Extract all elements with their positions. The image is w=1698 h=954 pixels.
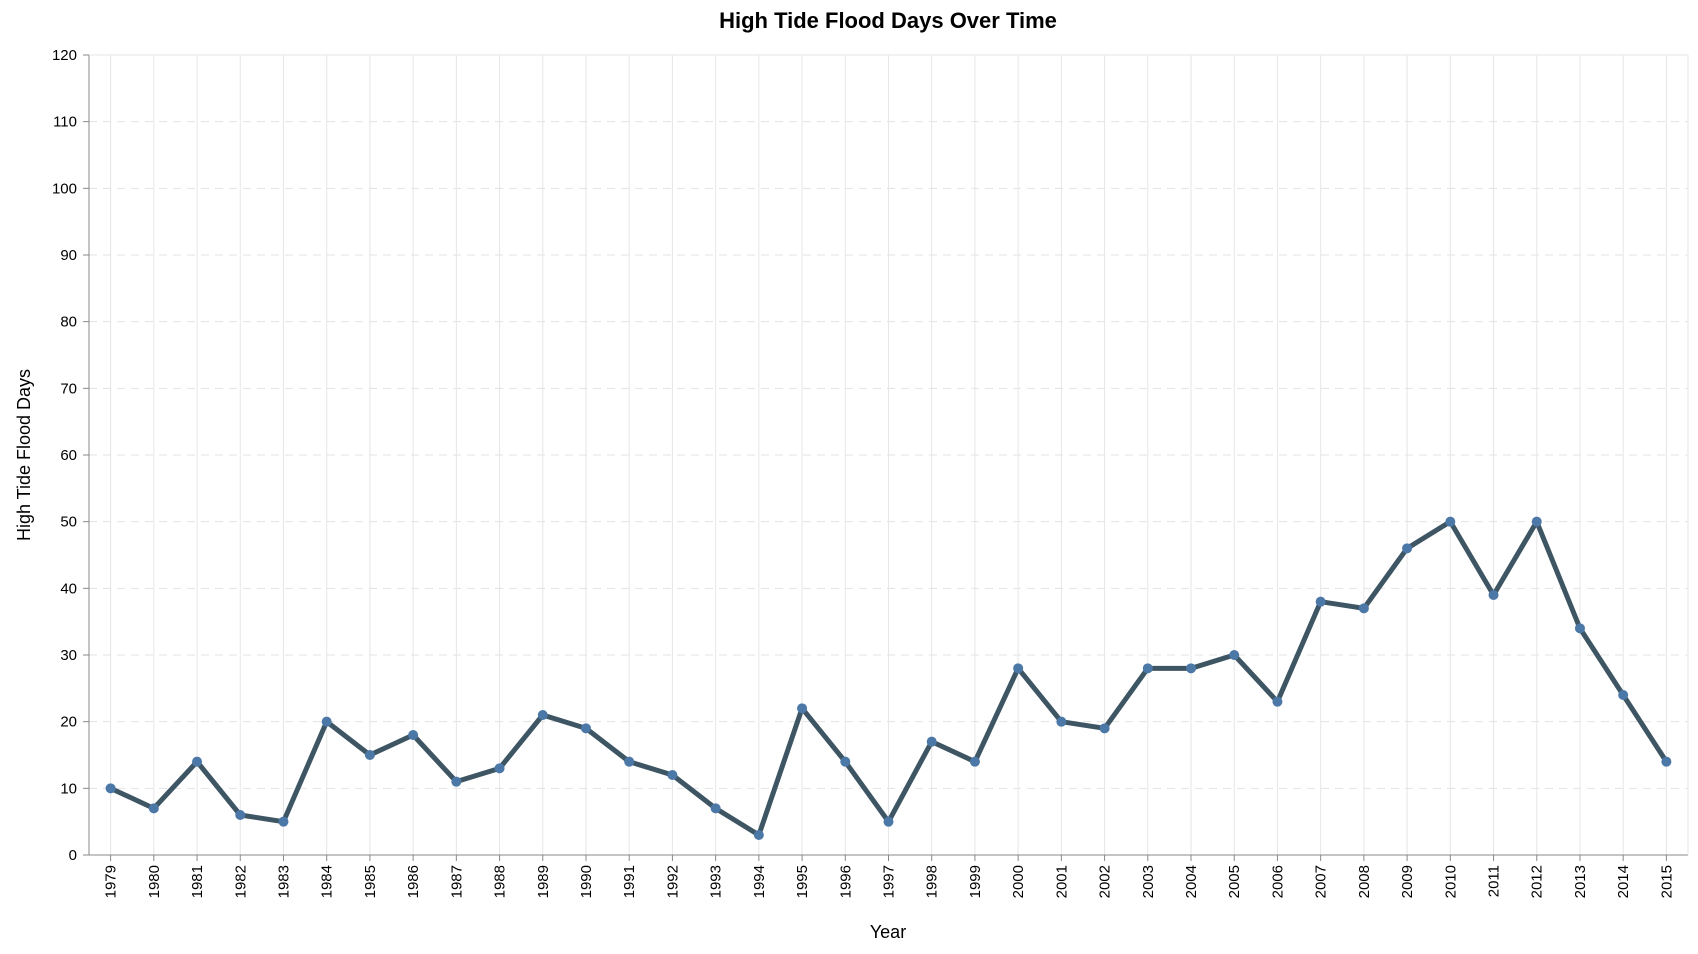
x-tick-label: 2004	[1183, 865, 1200, 898]
x-tick-label: 1993	[708, 865, 725, 898]
y-tick-label: 110	[53, 114, 77, 131]
data-point[interactable]	[1445, 516, 1456, 527]
data-point[interactable]	[1272, 696, 1283, 707]
data-point[interactable]	[797, 703, 808, 714]
x-tick-label: 2007	[1313, 865, 1330, 898]
x-tick-label: 1983	[275, 865, 292, 898]
y-tick-label: 90	[60, 247, 77, 264]
data-point[interactable]	[1574, 623, 1585, 634]
x-tick-label: 2012	[1529, 865, 1546, 898]
data-point[interactable]	[1142, 663, 1153, 674]
x-tick-label: 2002	[1097, 865, 1114, 898]
y-tick-label: 100	[52, 180, 77, 197]
data-point[interactable]	[840, 756, 851, 767]
data-point[interactable]	[105, 783, 116, 794]
x-axis-title: Year	[870, 922, 906, 942]
x-tick-label: 1982	[232, 865, 249, 898]
y-tick-label: 120	[52, 47, 77, 64]
y-tick-label: 10	[60, 780, 77, 797]
data-point[interactable]	[1229, 650, 1240, 660]
y-tick-label: 30	[60, 647, 77, 664]
x-axis: 1979 1980 1981 1982 1983 1984 1985 1986 1987 1988…	[103, 855, 1675, 898]
data-point[interactable]	[494, 763, 505, 774]
data-point[interactable]	[926, 736, 937, 747]
chart-title: High Tide Flood Days Over Time	[719, 8, 1057, 33]
data-point[interactable]	[883, 816, 894, 827]
x-tick-label: 2010	[1442, 865, 1459, 898]
x-tick-label: 2013	[1572, 865, 1589, 898]
x-tick-label: 2014	[1615, 865, 1632, 898]
data-point[interactable]	[1488, 590, 1499, 600]
data-point[interactable]	[753, 830, 764, 840]
data-point[interactable]	[1056, 716, 1067, 727]
x-tick-label: 1997	[881, 865, 898, 898]
x-tick-label: 2001	[1053, 865, 1070, 898]
x-tick-label: 1994	[751, 865, 768, 898]
data-point[interactable]	[667, 770, 678, 780]
series	[105, 516, 1672, 840]
data-point[interactable]	[1402, 543, 1413, 554]
x-tick-label: 2003	[1140, 865, 1157, 898]
x-tick-label: 1998	[924, 865, 941, 898]
x-tick-label: 1980	[146, 865, 163, 898]
data-point[interactable]	[148, 803, 159, 814]
y-tick-label: 50	[60, 514, 77, 531]
x-tick-label: 1987	[448, 865, 465, 898]
y-tick-label: 20	[60, 714, 77, 731]
data-point[interactable]	[1315, 596, 1326, 607]
x-tick-label: 2008	[1356, 865, 1373, 898]
data-point[interactable]	[969, 756, 980, 767]
y-axis: 0 10 20 30 40 50 60 70 80 90 100 110 120	[52, 47, 89, 864]
data-point[interactable]	[1186, 663, 1197, 674]
x-tick-label: 2000	[1010, 865, 1027, 898]
x-tick-label: 2015	[1658, 865, 1675, 898]
x-tick-label: 2011	[1486, 865, 1503, 897]
data-point[interactable]	[192, 756, 203, 767]
data-point[interactable]	[580, 723, 591, 734]
x-tick-label: 1996	[837, 865, 854, 898]
data-point[interactable]	[364, 750, 375, 760]
y-axis-title: High Tide Flood Days	[14, 369, 34, 541]
data-point[interactable]	[408, 730, 419, 740]
data-point[interactable]	[1661, 756, 1672, 767]
x-tick-label: 2009	[1399, 865, 1416, 898]
x-tick-label: 1988	[492, 865, 509, 898]
x-tick-label: 1999	[967, 865, 984, 898]
y-tick-label: 70	[60, 380, 77, 397]
x-tick-label: 1990	[578, 865, 595, 898]
x-tick-label: 1984	[319, 865, 336, 898]
data-point[interactable]	[1358, 603, 1369, 614]
data-point[interactable]	[1099, 723, 1110, 734]
y-tick-label: 0	[69, 847, 77, 864]
data-point[interactable]	[537, 710, 548, 720]
x-tick-label: 2006	[1269, 865, 1286, 898]
data-point[interactable]	[451, 776, 462, 787]
data-point[interactable]	[235, 810, 246, 820]
x-tick-label: 1992	[664, 865, 681, 898]
y-tick-label: 60	[60, 447, 77, 464]
data-point[interactable]	[710, 803, 721, 814]
data-point[interactable]	[1013, 663, 1024, 674]
y-tick-label: 80	[60, 314, 77, 331]
x-tick-label: 1986	[405, 865, 422, 898]
x-tick-label: 1981	[189, 865, 206, 898]
x-tick-label: 1985	[362, 865, 379, 898]
data-point[interactable]	[624, 756, 635, 767]
x-tick-label: 2005	[1226, 865, 1243, 898]
x-tick-label: 1989	[535, 865, 552, 898]
data-point[interactable]	[1531, 516, 1542, 527]
data-point[interactable]	[321, 716, 332, 727]
data-point[interactable]	[278, 816, 289, 827]
x-tick-label: 1995	[794, 865, 811, 898]
y-tick-label: 40	[60, 580, 77, 597]
data-point[interactable]	[1618, 690, 1629, 700]
x-tick-label: 1991	[621, 865, 638, 898]
grid	[89, 54, 1688, 855]
x-tick-label: 1979	[103, 865, 120, 898]
